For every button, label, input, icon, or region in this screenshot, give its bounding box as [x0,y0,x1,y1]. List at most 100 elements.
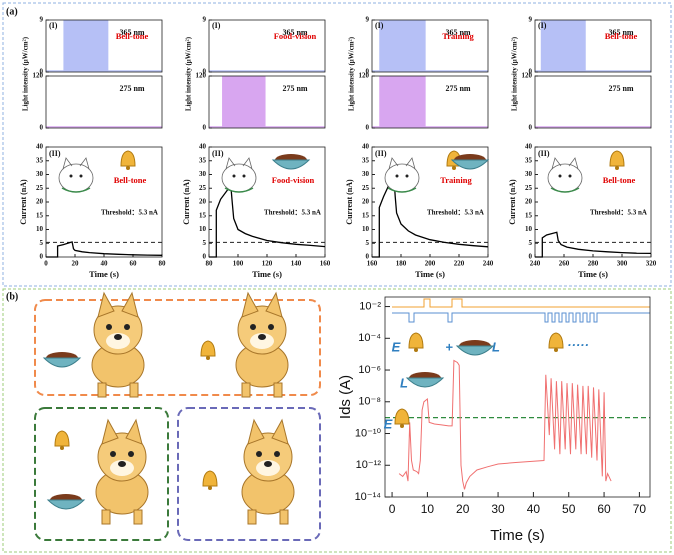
dog [91,292,145,398]
y-tick-label: 30 [362,170,370,178]
plot-frame [45,19,163,73]
y-tick-label: 35 [199,156,207,164]
dog-face [58,157,94,193]
wavelength-label: 275 nm [445,84,470,93]
y-tick-label: 30 [36,170,44,178]
x-tick-label: 220 [454,260,465,268]
annotation: L [492,339,500,354]
threshold-label: Threshold：5.3 nA [427,209,484,217]
light-pulse [379,76,426,128]
y-tick-label: 0 [40,124,44,132]
y-tick-label: 35 [36,156,44,164]
wavelength-label: 275 nm [282,84,307,93]
y-tick-label: 30 [525,170,533,178]
stimulus-trace [392,312,650,323]
panel-b-border [2,288,672,553]
plot-frame [534,146,652,258]
stimulus-label: Food-vision [272,175,315,185]
food-bowl [43,351,81,368]
y-tick-label: 10⁻¹² [356,459,382,471]
stimulus-label: Training [440,175,472,185]
y-axis-label: Light intensity (μW/cm²) [185,36,193,111]
y-tick-label: 35 [362,156,370,164]
y-tick-label: 9 [366,16,370,24]
threshold-label: Threshold：5.3 nA [590,209,647,217]
stimulus-label: Bell-tone [605,31,638,41]
x-tick-label: 260 [559,260,570,268]
y-tick-label: 40 [362,143,370,151]
y-tick-label: 20 [199,198,207,206]
plot-frame [534,75,652,129]
y-tick-label: 15 [525,211,533,219]
bowl [406,371,444,388]
y-tick-label: 10⁻¹⁰ [355,427,382,439]
current-trace [372,174,489,258]
stimulus-label: Bell-tone [116,31,149,41]
y-tick-label: 9 [40,16,44,24]
y-tick-label: 5 [529,239,533,247]
panel-a-border [2,2,672,287]
x-tick-label: 60 [130,260,138,268]
y-tick-label: 0 [203,253,207,261]
subplot-label: (II) [538,149,550,158]
subplot-label: (I) [375,21,384,30]
y-tick-label: 120 [359,72,370,80]
y-axis-label: Light intensity (μW/cm²) [511,36,519,111]
y-tick-label: 25 [199,184,207,192]
y-axis-label: Light intensity (μW/cm²) [348,36,356,111]
y-tick-label: 5 [203,239,207,247]
y-tick-label: 0 [366,124,370,132]
plot-frame [534,19,652,73]
x-tick-label: 20 [72,260,80,268]
annotation: ····· [567,337,589,352]
y-axis-label: Current (nA) [345,179,354,225]
y-tick-label: 20 [36,198,44,206]
current-trace [535,231,652,258]
y-axis-label: Current (nA) [182,179,191,225]
dog-face [221,157,257,193]
bell [609,150,625,171]
y-tick-label: 0 [40,253,44,261]
x-tick-label: 40 [527,502,541,516]
light-pulse [222,76,266,128]
wavelength-label: 365 nm [608,28,633,37]
y-tick-label: 10 [525,225,533,233]
y-tick-label: 40 [36,143,44,151]
stimulus-label: Bell-tone [603,175,636,185]
food-bowl [47,493,85,510]
bell [120,150,136,171]
stimulus-label: Food-vision [274,31,317,41]
y-tick-label: 35 [525,156,533,164]
annotation: E [384,416,393,431]
panel-label: (b) [6,291,18,302]
subplot-label: (II) [49,149,61,158]
y-tick-label: 9 [529,16,533,24]
x-tick-label: 280 [588,260,599,268]
y-tick-label: 30 [199,170,207,178]
x-tick-label: 0 [44,260,48,268]
y-tick-label: 10 [36,225,44,233]
current-trace [209,183,326,258]
subplot-label: (I) [538,21,547,30]
y-axis-label: Light intensity (μW/cm²) [22,36,30,111]
bell [200,340,216,361]
y-axis-label: Ids (A) [337,375,354,419]
y-tick-label: 0 [366,253,370,261]
y-tick-label: 15 [36,211,44,219]
plot-frame [371,75,489,129]
dog [235,292,289,398]
y-tick-label: 10⁻⁶ [358,364,381,376]
plot-frame [371,19,489,73]
x-tick-label: 200 [425,260,436,268]
subplot-label: (I) [212,21,221,30]
stimulus-label: Bell-tone [114,175,147,185]
x-tick-label: 300 [617,260,628,268]
plot-frame [384,296,651,498]
x-tick-label: 30 [491,502,505,516]
bell [394,408,410,429]
x-tick-label: 160 [367,260,378,268]
y-tick-label: 0 [529,124,533,132]
y-tick-label: 0 [203,124,207,132]
scene-box [34,407,169,541]
y-tick-label: 0 [366,68,370,76]
